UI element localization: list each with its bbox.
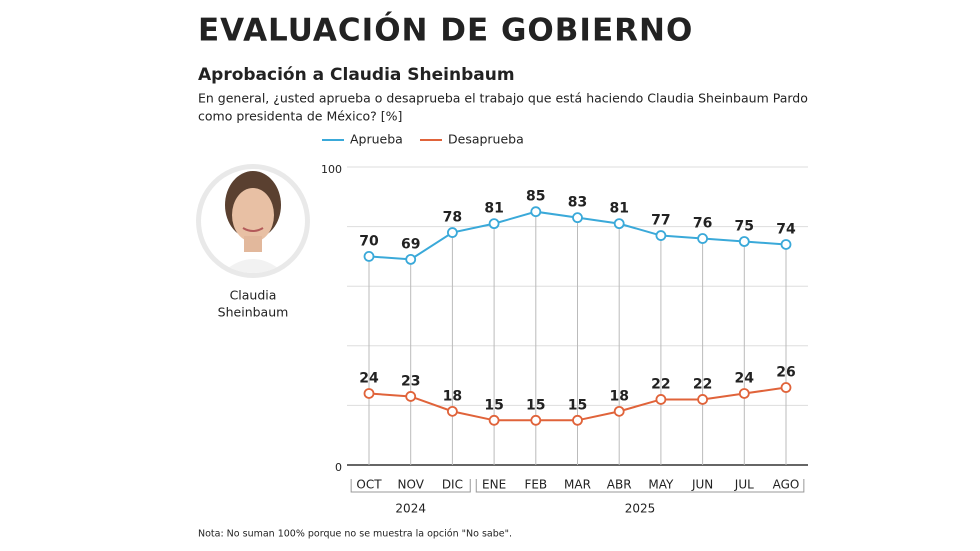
question: como presidenta de México? [%] [198, 109, 402, 124]
data-point [405, 391, 417, 402]
y-tick-label: 0 [335, 461, 342, 474]
person-name: Claudia [230, 288, 277, 303]
x-tick-label: MAR [564, 478, 591, 492]
y-tick-label: 100 [321, 163, 342, 176]
data-point [530, 206, 542, 218]
x-tick-label: NOV [397, 478, 424, 492]
group-label: 2024 [395, 502, 426, 516]
subtitle: Aprobación a Claudia Sheinbaum [198, 65, 515, 85]
data-point [780, 382, 792, 393]
person-name: Sheinbaum [218, 305, 289, 320]
question: En general, ¿usted aprueba o desaprueba … [198, 91, 808, 106]
data-point [446, 405, 458, 417]
data-point [405, 253, 417, 265]
data-point [572, 212, 583, 224]
data-label: 26 [776, 365, 795, 381]
data-point [488, 218, 500, 230]
x-tick-label: OCT [356, 478, 382, 492]
x-tick-label: FEB [524, 478, 547, 492]
x-tick-label: ENE [482, 478, 506, 492]
data-point [488, 414, 500, 426]
data-label: 70 [359, 233, 379, 249]
data-point [363, 388, 375, 399]
data-label: 69 [401, 236, 420, 252]
data-point [655, 394, 667, 405]
group-bracket [350, 479, 471, 493]
legend-label: Aprueba [350, 132, 403, 147]
data-point [738, 388, 750, 399]
data-label: 77 [651, 213, 670, 229]
data-label: 15 [526, 397, 545, 413]
data-label: 24 [359, 370, 379, 386]
x-tick-label: ABR [607, 478, 632, 492]
legend-label: Desaprueba [448, 132, 524, 147]
data-label: 18 [609, 388, 628, 404]
data-label: 15 [484, 397, 503, 413]
data-label: 75 [735, 219, 754, 235]
data-label: 22 [693, 376, 712, 392]
data-label: 23 [401, 373, 420, 389]
data-point [613, 405, 625, 417]
x-tick-label: MAY [648, 478, 674, 492]
data-label: 81 [609, 201, 628, 217]
data-point [572, 414, 583, 426]
page-title: EVALUACIÓN DE GOBIERNO [198, 12, 693, 49]
group-bracket [475, 479, 805, 493]
data-label: 81 [484, 201, 503, 217]
data-label: 18 [443, 388, 462, 404]
data-label: 15 [568, 397, 587, 413]
data-point [780, 239, 792, 250]
data-label: 24 [735, 370, 755, 386]
data-point [697, 233, 708, 244]
note: Nota: No suman 100% porque no se muestra… [198, 529, 512, 540]
data-point [363, 250, 375, 262]
data-label: 74 [776, 221, 796, 237]
group-label: 2025 [625, 502, 656, 516]
data-point [697, 394, 708, 405]
data-point [613, 218, 625, 230]
x-tick-label: JUN [691, 478, 713, 492]
x-tick-label: AGO [773, 478, 800, 492]
data-label: 22 [651, 376, 670, 392]
data-point [655, 230, 667, 241]
portrait [196, 164, 310, 278]
data-point [446, 227, 458, 238]
data-point [738, 236, 750, 247]
x-tick-label: DIC [442, 478, 463, 492]
data-point [530, 414, 542, 426]
data-label: 76 [693, 216, 712, 232]
data-label: 85 [526, 189, 545, 205]
x-tick-label: JUL [734, 478, 754, 492]
data-label: 78 [443, 210, 462, 226]
data-label: 83 [568, 195, 587, 211]
